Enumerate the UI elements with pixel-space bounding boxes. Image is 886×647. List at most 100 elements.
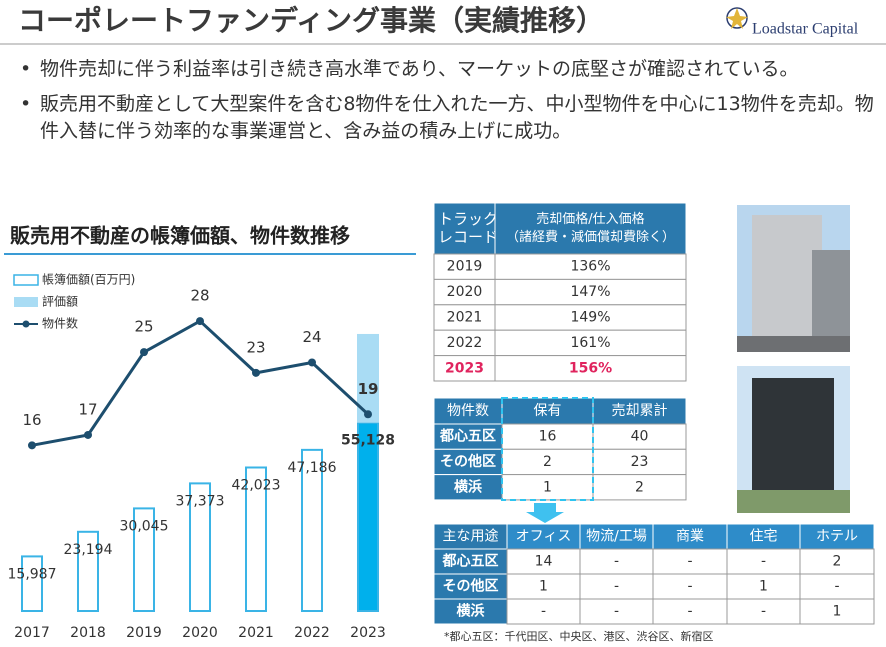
table-header-text: トラック	[438, 210, 498, 228]
table-cell	[433, 253, 496, 280]
table-header-text: ホテル	[816, 529, 858, 545]
table-cell-text: 2023	[445, 360, 484, 376]
table-cell-text: 40	[631, 429, 649, 445]
x-tick-label: 2023	[350, 625, 386, 641]
table-cell-text: 136%	[570, 259, 610, 275]
table-cell	[506, 548, 581, 575]
footnote: *都心五区：千代田区、中央区、港区、渋谷区、新宿区	[444, 629, 714, 643]
photo-trees	[737, 490, 850, 513]
x-tick-label: 2020	[182, 625, 218, 641]
table-cell-text: -	[687, 554, 692, 570]
table-cell-text: -	[614, 554, 619, 570]
table-cell	[799, 598, 875, 625]
table-cell-text: -	[687, 604, 692, 620]
table-cell	[433, 278, 496, 306]
x-tick-label: 2018	[70, 625, 106, 641]
table-header-cell	[433, 397, 503, 425]
table-cell	[433, 474, 503, 501]
table-cell	[433, 304, 496, 331]
bar-segment	[357, 333, 379, 423]
line-value-label: 17	[78, 400, 97, 418]
table-cell	[501, 423, 594, 450]
photo-bottom	[737, 366, 850, 513]
table-cell	[652, 548, 728, 575]
table-cell-text: 1	[539, 579, 548, 595]
table-cell-text: 都心五区	[439, 429, 496, 445]
table-cell	[433, 423, 503, 450]
table-cell-text: 2	[635, 479, 644, 495]
photo-building	[752, 378, 834, 498]
table-cell-text: 横浜	[457, 603, 485, 620]
table-cell	[652, 598, 728, 625]
logo-star	[726, 8, 748, 29]
table-cell-text: 2021	[447, 310, 483, 326]
table-header-text: 売却累計	[612, 403, 668, 419]
photo-building	[812, 250, 850, 340]
table-cell-text: 161%	[570, 335, 610, 351]
bar	[77, 530, 99, 613]
bar-value-label: 23,194	[64, 542, 113, 558]
legend-marker	[22, 320, 30, 328]
line-marker	[84, 430, 92, 439]
table-cell	[433, 573, 508, 600]
table-header-cell	[799, 523, 875, 550]
table-cell-text: 1	[833, 604, 842, 620]
line-marker	[308, 358, 316, 367]
bar-value-label: 47,186	[288, 460, 337, 476]
bar	[301, 448, 323, 613]
table-header-text: 主な用途	[443, 528, 499, 545]
table-cell-text: 都心五区	[442, 554, 499, 570]
table-header-text: 保有	[534, 403, 562, 419]
bar-value-label: 15,987	[8, 566, 57, 582]
bar-value-label: 37,373	[176, 493, 225, 509]
table-cell-text: 2	[833, 554, 842, 570]
down-arrow	[526, 503, 564, 523]
line-marker	[28, 441, 36, 450]
line-value-label: 28	[190, 287, 209, 305]
bar-value-label: 42,023	[232, 477, 281, 493]
legend-label: 物件数	[42, 316, 78, 331]
x-tick-label: 2021	[238, 625, 274, 641]
bar	[133, 507, 155, 613]
table-cell-text: 1	[759, 579, 768, 595]
table-cell	[592, 423, 687, 450]
table-cell-text: -	[834, 579, 839, 595]
line-marker	[196, 317, 204, 326]
legend-label: 評価額	[42, 294, 78, 309]
table-header-text: オフィス	[516, 529, 572, 545]
table-cell-text: その他区	[443, 578, 499, 595]
table-cell-text: 147%	[570, 284, 610, 300]
x-tick-label: 2022	[294, 625, 330, 641]
table-cell	[494, 355, 687, 382]
line-value-label: 24	[302, 328, 321, 346]
line-marker	[140, 348, 148, 357]
x-tick-label: 2017	[14, 625, 50, 641]
table-cell-text: その他区	[440, 453, 496, 470]
table-cell	[726, 598, 801, 625]
table-header-text: 住宅	[750, 529, 778, 545]
table-cell-text: -	[541, 604, 546, 620]
table-cell-text: -	[761, 554, 766, 570]
table-cell-text: -	[614, 604, 619, 620]
table-cell-text: 149%	[570, 310, 610, 326]
table-cell-text: 2019	[447, 259, 483, 275]
bullet-list: 物件売却に伴う利益率は引き続き高水準であり、マーケットの底堅さが確認されている。…	[18, 56, 876, 153]
table-cell-text: 横浜	[454, 478, 482, 495]
table-cell-text: -	[687, 579, 692, 595]
legend-swatch	[13, 274, 39, 286]
table-cell	[592, 448, 687, 476]
bullet: 物件売却に伴う利益率は引き続き高水準であり、マーケットの底堅さが確認されている。	[18, 56, 876, 83]
table-header-cell	[494, 202, 687, 255]
table-cell	[433, 355, 496, 382]
table-header-text: 物流/工場	[586, 529, 647, 545]
table-cell-text: 2022	[447, 335, 483, 351]
line-value-label: 25	[134, 318, 153, 336]
line-value-label: 19	[358, 380, 379, 398]
bar	[21, 555, 43, 612]
table-cell	[433, 329, 496, 357]
photo-building	[752, 215, 822, 340]
slide-title: コーポレートファンディング事業（実績推移）	[18, 4, 604, 37]
legend-label: 帳簿価額(百万円)	[42, 272, 135, 287]
bar-value-label: 55,128	[341, 433, 395, 449]
